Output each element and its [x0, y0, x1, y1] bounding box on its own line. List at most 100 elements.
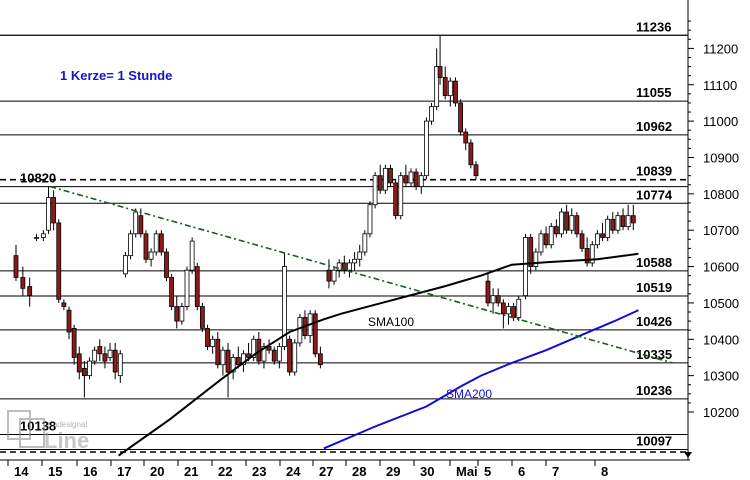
candle-body: [574, 215, 580, 235]
candle-body: [418, 175, 424, 187]
candle-body: [569, 215, 575, 231]
candle-body: [97, 346, 103, 355]
candle-body: [584, 247, 590, 264]
x-tick-label-28: 28: [352, 464, 366, 479]
logo-small-text: tradesignal: [48, 420, 87, 429]
candle-body: [423, 120, 429, 177]
candle-body: [564, 211, 570, 231]
candle-body: [317, 353, 323, 366]
sma200-line: [323, 309, 639, 450]
candle-body: [235, 357, 241, 366]
level-label-10820: 10820: [20, 171, 56, 186]
x-tick-label-6: 6: [518, 464, 525, 479]
candle-body: [413, 171, 419, 187]
candle-body: [398, 175, 404, 217]
candle-body: [102, 353, 108, 362]
x-tick-label-7: 7: [552, 464, 559, 479]
candle-body: [589, 244, 595, 264]
candle-body: [511, 306, 517, 318]
level-label-10519: 10519: [636, 280, 672, 295]
candle-body: [210, 338, 216, 347]
x-tick-label-21: 21: [184, 464, 198, 479]
candle-body: [205, 327, 210, 347]
candle-body: [382, 167, 388, 191]
candles: [13, 35, 636, 398]
y-tick-label-11000: 11000: [703, 114, 738, 129]
candle-body: [523, 237, 528, 297]
candle-body: [13, 255, 19, 278]
candle-body: [595, 233, 600, 246]
candle-body: [630, 215, 636, 224]
y-tick-label-10600: 10600: [703, 260, 739, 275]
x-tick-label-23: 23: [252, 464, 266, 479]
candle-body: [468, 142, 474, 166]
x-tick-label-Mai: Mai: [456, 464, 478, 479]
level-label-11055: 11055: [636, 85, 671, 100]
candle-body: [610, 218, 616, 231]
y-tick-label-10400: 10400: [703, 332, 739, 347]
candle-body: [341, 262, 347, 271]
sma100-label: SMA100: [368, 315, 414, 329]
y-tick-label-11200: 11200: [703, 41, 738, 56]
candle-body: [271, 349, 277, 362]
x-tick-label-16: 16: [83, 464, 97, 479]
candle-body: [266, 346, 272, 351]
y-tick-label-10200: 10200: [703, 405, 739, 420]
x-tick-label-22: 22: [218, 464, 232, 479]
candle-body: [40, 233, 46, 238]
candle-body: [442, 77, 448, 97]
candle-body: [331, 269, 337, 282]
candle-body: [251, 338, 257, 358]
candle-body: [128, 233, 133, 257]
candle-body: [27, 286, 33, 297]
candle-body: [82, 367, 87, 377]
candle-body: [61, 302, 67, 307]
x-tick-label-14: 14: [14, 464, 29, 479]
y-tick-label-10800: 10800: [703, 187, 739, 202]
candle-body: [179, 306, 185, 322]
x-tick-label-24: 24: [286, 464, 301, 479]
level-label-10097: 10097: [636, 433, 672, 448]
level-lines: 11236 11055 10962 10839 10820 10774 10588 10519…: [0, 19, 688, 450]
candle-body: [51, 197, 57, 224]
candle-body: [620, 215, 626, 227]
candle-body: [230, 357, 236, 373]
y-tick-label-10300: 10300: [703, 369, 739, 384]
candle-body: [429, 106, 434, 122]
candle-body: [169, 277, 175, 307]
candle-body: [533, 251, 539, 267]
y-tick-label-10500: 10500: [703, 296, 739, 311]
downtrend-line: [49, 185, 673, 364]
level-label-10426: 10426: [636, 314, 672, 329]
x-tick-label-27: 27: [319, 464, 333, 479]
candle-body: [241, 353, 246, 366]
candle-body: [326, 269, 332, 282]
level-label-11236: 11236: [636, 19, 671, 34]
x-tick-label-5: 5: [484, 464, 491, 479]
candle-body: [528, 237, 534, 267]
annotations: 1 Kerze= 1 Stunde SMA100 SMA200: [60, 68, 492, 401]
logo-box-2: [19, 418, 45, 448]
candle-body: [20, 277, 26, 289]
candle-body: [71, 327, 77, 358]
level-label-10335: 10335: [636, 347, 672, 362]
candle-body: [553, 226, 559, 235]
candle-body: [362, 233, 368, 253]
logo-big-text: Line: [44, 428, 89, 453]
candle-body: [34, 237, 39, 239]
candle-body: [403, 175, 409, 184]
candle-body: [164, 251, 169, 278]
x-tick-label-30: 30: [420, 464, 434, 479]
y-tick-label-11100: 11100: [703, 78, 737, 93]
candle-body: [506, 306, 511, 315]
candle-body: [367, 204, 373, 235]
candle-body: [357, 251, 363, 260]
candle-body: [393, 182, 399, 217]
candle-body: [225, 349, 231, 373]
candle-body: [352, 258, 357, 264]
y-tick-label-10900: 10900: [703, 150, 739, 165]
candle-body: [199, 306, 205, 329]
x-axis-ticks: 14 15 16 17 20 21 22 23 24 27 28 29 30 Mai 5 6 7 8: [0, 451, 688, 479]
candle-body: [117, 353, 123, 377]
candle-body: [292, 342, 298, 373]
